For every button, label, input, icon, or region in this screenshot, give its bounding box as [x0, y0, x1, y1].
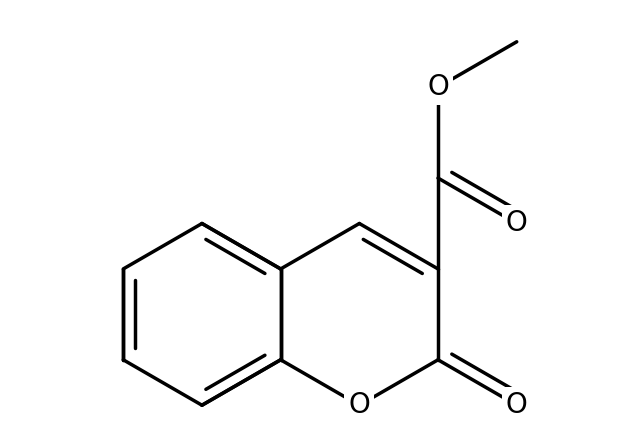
- Text: O: O: [427, 73, 449, 101]
- Text: O: O: [506, 210, 527, 237]
- Text: O: O: [506, 391, 527, 419]
- Text: O: O: [348, 391, 370, 419]
